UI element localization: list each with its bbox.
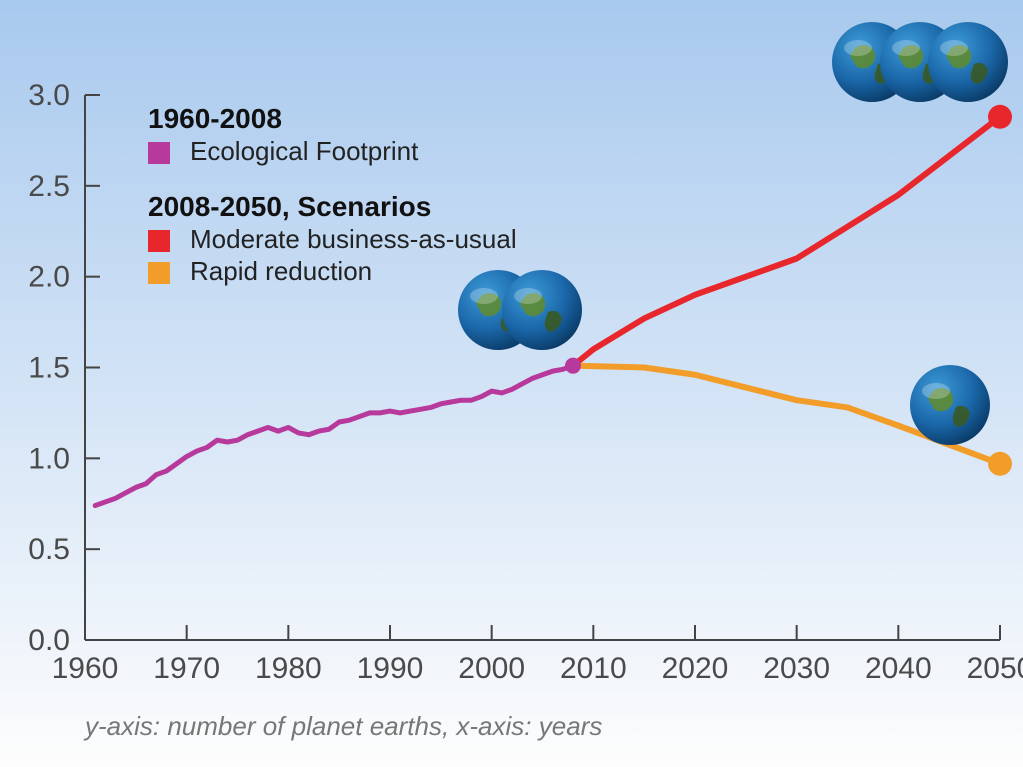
x-tick-label: 1970 <box>153 652 220 685</box>
x-tick-label: 2030 <box>763 652 830 685</box>
earth-icon <box>502 270 582 350</box>
x-tick-label: 2000 <box>458 652 525 685</box>
marker-historical-end <box>565 358 581 374</box>
chart-svg: 0.00.51.01.52.02.53.01960197019801990200… <box>0 0 1023 767</box>
y-tick-label: 0.5 <box>28 533 70 566</box>
legend-heading-2: 2008-2050, Scenarios <box>148 191 431 222</box>
marker-bau-end <box>988 105 1012 129</box>
legend-heading-1: 1960-2008 <box>148 103 282 134</box>
legend-swatch-bau <box>148 230 170 252</box>
axis-caption: y-axis: number of planet earths, x-axis:… <box>83 711 602 741</box>
x-tick-label: 1980 <box>255 652 322 685</box>
y-tick-label: 1.0 <box>28 442 70 475</box>
x-tick-label: 2020 <box>662 652 729 685</box>
marker-rapid-end <box>988 452 1012 476</box>
earth-icon <box>928 22 1008 102</box>
y-tick-label: 1.5 <box>28 352 70 385</box>
legend-label-historical: Ecological Footprint <box>190 136 419 166</box>
x-tick-label: 1990 <box>357 652 424 685</box>
ecological-footprint-chart: 0.00.51.01.52.02.53.01960197019801990200… <box>0 0 1023 767</box>
y-tick-label: 2.0 <box>28 261 70 294</box>
x-tick-label: 2050 <box>967 652 1023 685</box>
earth-icon <box>910 365 990 445</box>
x-tick-label: 2010 <box>560 652 627 685</box>
legend-label-bau: Moderate business-as-usual <box>190 224 517 254</box>
legend-swatch-historical <box>148 142 170 164</box>
legend-swatch-rapid <box>148 262 170 284</box>
x-tick-label: 2040 <box>865 652 932 685</box>
legend-label-rapid: Rapid reduction <box>190 256 372 286</box>
y-tick-label: 2.5 <box>28 170 70 203</box>
y-tick-label: 3.0 <box>28 79 70 112</box>
x-tick-label: 1960 <box>52 652 119 685</box>
